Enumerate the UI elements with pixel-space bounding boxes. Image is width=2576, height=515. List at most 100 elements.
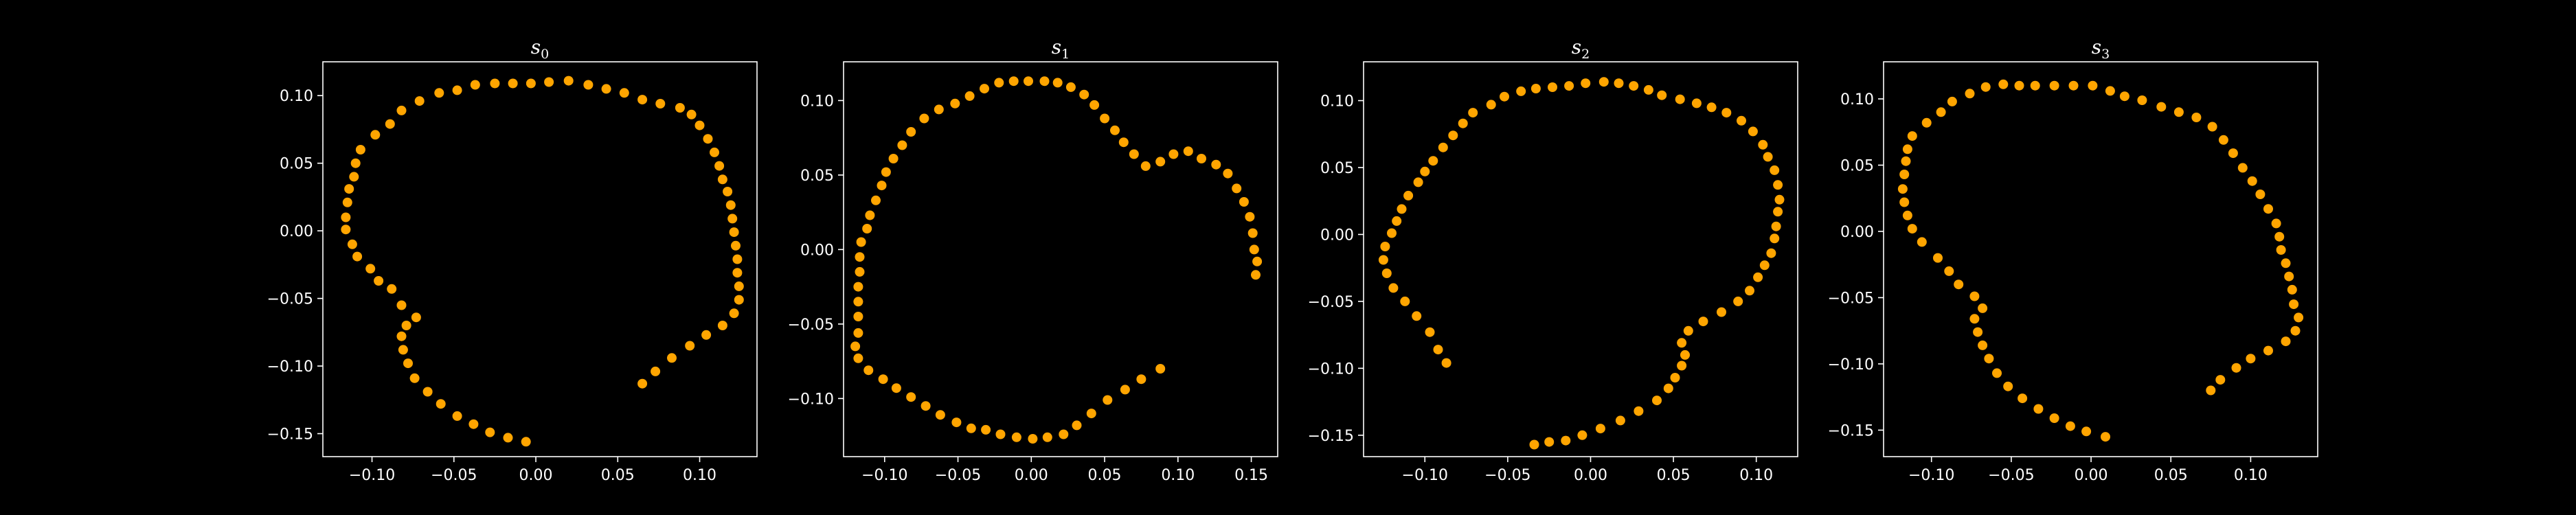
x-tick-label: −0.10: [1908, 467, 1954, 484]
data-point: [853, 297, 863, 307]
y-tick-label: −0.15: [1828, 422, 1874, 439]
data-point: [583, 80, 594, 90]
data-point: [1252, 256, 1263, 266]
data-point: [2137, 95, 2147, 105]
scatter-series: [341, 76, 744, 447]
data-point: [1773, 207, 1783, 217]
data-point: [2156, 102, 2167, 112]
x-tick-label: −0.10: [1402, 467, 1448, 484]
data-point: [637, 95, 648, 105]
subplot-title-subscript: 2: [1581, 47, 1590, 62]
data-point: [1902, 210, 1912, 220]
data-point: [855, 252, 865, 262]
data-point: [935, 410, 945, 420]
data-point: [637, 378, 648, 389]
y-tick-label: −0.10: [1828, 356, 1874, 374]
data-point: [1969, 314, 1980, 324]
data-point: [703, 134, 713, 144]
data-point: [1433, 345, 1443, 355]
data-point: [2030, 80, 2040, 91]
subplot-title-subscript: 3: [2101, 47, 2110, 62]
data-point: [470, 80, 480, 90]
scatter-series: [1897, 79, 2304, 442]
y-tick-label: 0.00: [280, 223, 313, 240]
data-point: [964, 91, 975, 101]
data-point: [1980, 82, 1991, 92]
data-point: [2294, 312, 2304, 323]
data-point: [1917, 237, 1927, 247]
data-point: [1247, 228, 1258, 238]
data-point: [1129, 149, 1139, 159]
data-point: [1771, 221, 1781, 231]
data-point: [350, 158, 361, 168]
data-point: [1059, 429, 1069, 439]
x-tick-label: −0.05: [1988, 467, 2034, 484]
axes-frame: [1883, 61, 2318, 457]
data-point: [1773, 180, 1783, 190]
data-point: [1677, 338, 1687, 348]
data-point: [2281, 336, 2291, 347]
data-point: [1921, 117, 1932, 128]
data-point: [2049, 80, 2059, 91]
data-point: [1223, 168, 1233, 179]
data-point: [734, 281, 744, 291]
data-point: [1486, 100, 1496, 110]
y-tick-label: 0.05: [800, 168, 834, 185]
data-point: [1136, 374, 1146, 385]
data-point: [686, 109, 697, 119]
y-tick-label: 0.10: [1840, 91, 1874, 108]
data-point: [667, 353, 677, 363]
data-point: [891, 383, 901, 393]
data-point: [1899, 197, 1910, 207]
data-point: [2191, 113, 2202, 122]
y-tick-label: 0.05: [1840, 158, 1874, 175]
data-point: [374, 276, 384, 286]
data-point: [365, 264, 376, 274]
x-tick-label: −0.10: [861, 467, 907, 484]
x-tick-label: 0.05: [2154, 467, 2188, 484]
data-point: [1548, 82, 1557, 92]
data-point: [2065, 421, 2075, 431]
data-point: [1973, 327, 1983, 337]
data-point: [717, 321, 727, 330]
data-point: [468, 419, 479, 429]
x-tick-label: 0.00: [519, 467, 553, 484]
data-point: [342, 197, 352, 207]
data-point: [2218, 135, 2228, 145]
data-point: [2018, 393, 2028, 404]
data-point: [1907, 224, 1917, 234]
data-point: [1211, 159, 1221, 170]
data-point: [341, 225, 351, 235]
y-tick-label: 0.00: [1320, 227, 1354, 244]
data-point: [1072, 420, 1082, 431]
data-point: [544, 77, 554, 87]
y-tick-label: −0.05: [788, 317, 834, 334]
scatter-series: [850, 76, 1263, 444]
subplot-2: s2 −0.10 −0.05 0.00 0.05 0.10 −0.15 −0.10 −0.05 0…: [1308, 36, 1798, 484]
x-tick-label: −0.05: [935, 467, 981, 484]
data-point: [2068, 80, 2079, 91]
data-point: [1168, 149, 1179, 159]
data-point: [1675, 94, 1685, 104]
subplot-1: s1 −0.10 −0.05 0.00 0.05 0.10 0.15 −0.10 −0.05 0.…: [788, 36, 1278, 484]
data-point: [347, 239, 357, 249]
x-tick-label: 0.00: [1574, 467, 1607, 484]
data-point: [1978, 303, 1988, 313]
data-point: [2014, 80, 2024, 91]
data-point: [1052, 78, 1063, 88]
data-point: [2206, 385, 2216, 396]
data-point: [1468, 108, 1478, 118]
x-tick-label: −0.05: [431, 467, 477, 484]
subplot-3: s3 −0.10 −0.05 0.00 0.05 0.10 −0.15 −0.10 −0.05 0…: [1828, 36, 2318, 484]
data-point: [2228, 148, 2238, 159]
data-point: [1581, 78, 1591, 89]
data-point: [2263, 345, 2273, 356]
data-point: [1239, 197, 1249, 207]
data-point: [1100, 113, 1110, 124]
data-point: [1232, 183, 1242, 194]
data-point: [1657, 90, 1667, 100]
data-point: [951, 417, 962, 428]
data-point: [734, 295, 744, 305]
data-point: [1378, 255, 1388, 265]
data-point: [2284, 271, 2294, 282]
